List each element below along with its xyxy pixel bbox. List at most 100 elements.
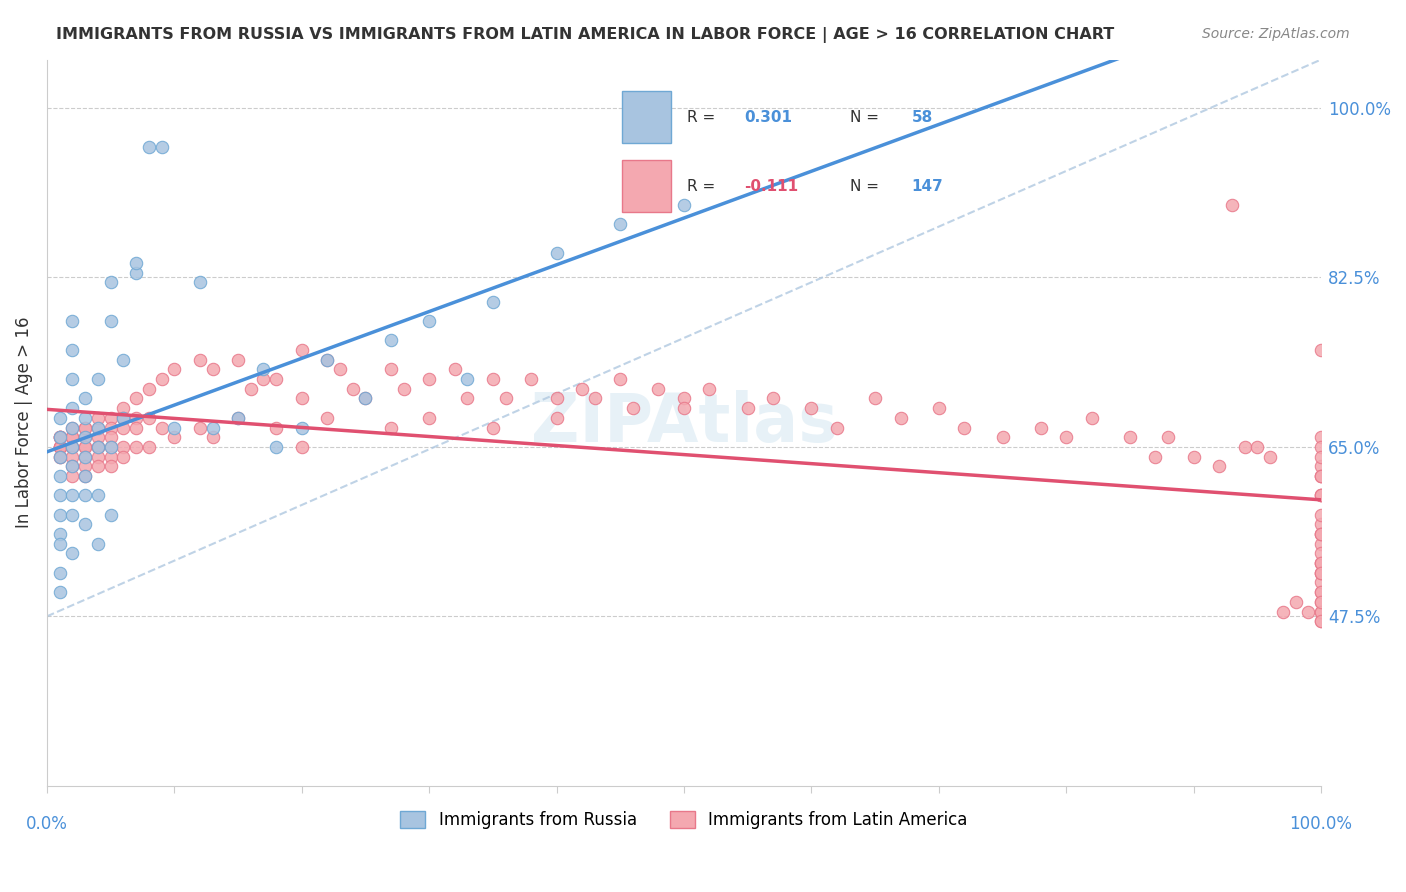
Immigrants from Russia [291, 420, 314, 434]
Immigrants from Russia [60, 508, 83, 522]
Immigrants from Latin America [1310, 614, 1333, 628]
Immigrants from Russia [546, 246, 568, 260]
Immigrants from Russia [87, 488, 110, 502]
Immigrants from Russia [75, 430, 97, 444]
Immigrants from Latin America [112, 410, 135, 425]
Immigrants from Latin America [1182, 450, 1205, 464]
Immigrants from Russia [609, 217, 631, 231]
Immigrants from Latin America [125, 440, 148, 454]
Immigrants from Latin America [1157, 430, 1180, 444]
Immigrants from Latin America [87, 440, 110, 454]
Immigrants from Latin America [647, 382, 669, 396]
Immigrants from Latin America [1310, 430, 1333, 444]
Immigrants from Latin America [60, 450, 83, 464]
Immigrants from Russia [138, 140, 160, 154]
Immigrants from Latin America [316, 352, 339, 367]
Immigrants from Latin America [48, 450, 70, 464]
Immigrants from Latin America [48, 450, 70, 464]
Immigrants from Russia [75, 450, 97, 464]
Immigrants from Russia [48, 450, 70, 464]
Immigrants from Latin America [150, 372, 173, 386]
Immigrants from Latin America [75, 440, 97, 454]
Immigrants from Latin America [87, 420, 110, 434]
Immigrants from Latin America [163, 362, 186, 376]
Immigrants from Latin America [1310, 537, 1333, 551]
Immigrants from Latin America [48, 440, 70, 454]
Immigrants from Latin America [112, 420, 135, 434]
Immigrants from Latin America [1310, 459, 1333, 474]
Immigrants from Latin America [1220, 198, 1243, 212]
Immigrants from Latin America [264, 420, 287, 434]
Immigrants from Latin America [316, 410, 339, 425]
Immigrants from Latin America [1310, 527, 1333, 541]
Immigrants from Latin America [112, 401, 135, 416]
Immigrants from Russia [48, 508, 70, 522]
Immigrants from Latin America [239, 382, 262, 396]
Immigrants from Latin America [48, 440, 70, 454]
Immigrants from Russia [48, 430, 70, 444]
Immigrants from Russia [418, 314, 440, 328]
Immigrants from Russia [60, 488, 83, 502]
Immigrants from Latin America [482, 372, 505, 386]
Immigrants from Latin America [1310, 488, 1333, 502]
Immigrants from Latin America [1310, 595, 1333, 609]
Immigrants from Russia [188, 275, 211, 289]
Immigrants from Russia [201, 420, 224, 434]
Immigrants from Latin America [87, 450, 110, 464]
Immigrants from Latin America [1233, 440, 1256, 454]
Immigrants from Latin America [75, 440, 97, 454]
Immigrants from Latin America [87, 459, 110, 474]
Immigrants from Latin America [48, 430, 70, 444]
Immigrants from Latin America [482, 420, 505, 434]
Immigrants from Russia [48, 566, 70, 580]
Immigrants from Latin America [342, 382, 364, 396]
Immigrants from Russia [163, 420, 186, 434]
Immigrants from Latin America [1144, 450, 1167, 464]
Immigrants from Russia [75, 517, 97, 532]
Immigrants from Latin America [1310, 575, 1333, 590]
Immigrants from Latin America [329, 362, 352, 376]
Immigrants from Latin America [928, 401, 950, 416]
Immigrants from Russia [87, 537, 110, 551]
Immigrants from Latin America [1119, 430, 1142, 444]
Immigrants from Latin America [1310, 527, 1333, 541]
Immigrants from Russia [75, 392, 97, 406]
Immigrants from Latin America [112, 450, 135, 464]
Immigrants from Latin America [125, 410, 148, 425]
Immigrants from Latin America [226, 352, 249, 367]
Immigrants from Latin America [609, 372, 631, 386]
Immigrants from Latin America [380, 362, 402, 376]
Immigrants from Latin America [48, 440, 70, 454]
Immigrants from Latin America [1310, 546, 1333, 560]
Immigrants from Russia [100, 440, 122, 454]
Immigrants from Latin America [188, 420, 211, 434]
Immigrants from Latin America [1310, 527, 1333, 541]
Immigrants from Latin America [100, 420, 122, 434]
Immigrants from Latin America [100, 459, 122, 474]
Immigrants from Russia [48, 410, 70, 425]
Immigrants from Latin America [100, 410, 122, 425]
Immigrants from Latin America [1310, 343, 1333, 357]
Immigrants from Latin America [201, 362, 224, 376]
Immigrants from Latin America [48, 430, 70, 444]
Immigrants from Russia [48, 537, 70, 551]
Immigrants from Latin America [546, 410, 568, 425]
Immigrants from Latin America [1246, 440, 1268, 454]
Immigrants from Latin America [252, 372, 274, 386]
Legend: Immigrants from Russia, Immigrants from Latin America: Immigrants from Russia, Immigrants from … [394, 804, 974, 836]
Immigrants from Latin America [48, 430, 70, 444]
Immigrants from Latin America [953, 420, 976, 434]
Immigrants from Russia [150, 140, 173, 154]
Immigrants from Latin America [1310, 469, 1333, 483]
Immigrants from Latin America [188, 352, 211, 367]
Immigrants from Latin America [60, 459, 83, 474]
Immigrants from Latin America [1310, 450, 1333, 464]
Immigrants from Latin America [1310, 556, 1333, 570]
Immigrants from Latin America [125, 392, 148, 406]
Immigrants from Latin America [138, 382, 160, 396]
Immigrants from Latin America [1080, 410, 1102, 425]
Immigrants from Russia [60, 546, 83, 560]
Immigrants from Latin America [1310, 469, 1333, 483]
Immigrants from Russia [482, 294, 505, 309]
Immigrants from Russia [354, 392, 377, 406]
